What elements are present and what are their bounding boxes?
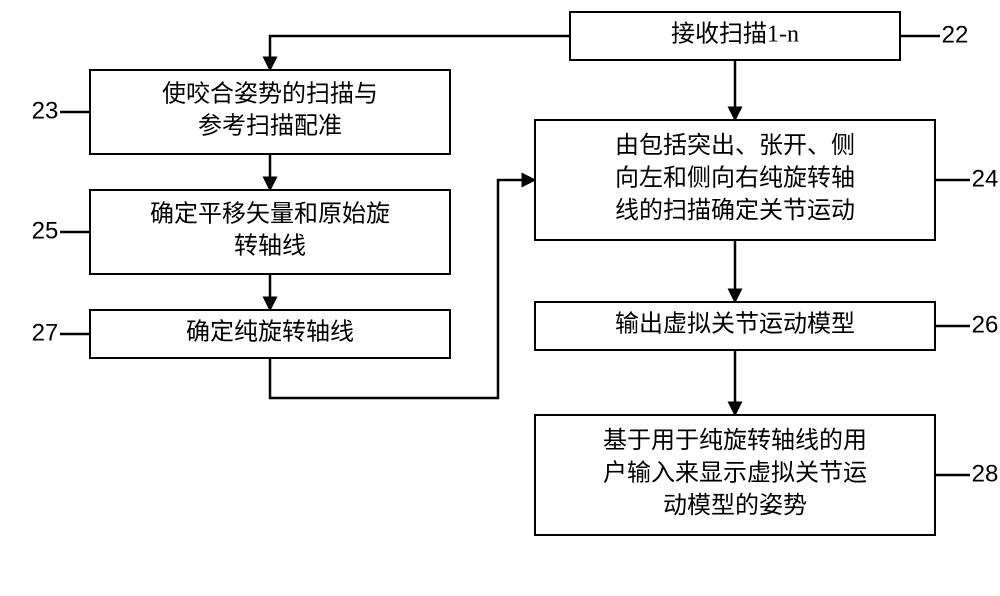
node-n23-line0: 使咬合姿势的扫描与 (162, 80, 378, 107)
node-n25-line1: 转轴线 (234, 233, 306, 260)
node-n27-line0: 确定纯旋转轴线 (186, 319, 354, 346)
node-n28-line0: 基于用于纯旋转轴线的用 (603, 427, 867, 454)
label-l22: 22 (942, 21, 969, 48)
node-n22-line0: 接收扫描1-n (671, 21, 799, 48)
node-n25-line0: 确定平移矢量和原始旋 (150, 200, 390, 227)
node-n24-line1: 向左和侧向右纯旋转轴 (615, 165, 855, 192)
label-l23: 23 (32, 97, 59, 124)
node-n28-line2: 动模型的姿势 (663, 492, 807, 519)
label-l28: 28 (972, 460, 999, 487)
node-n23-line1: 参考扫描配准 (198, 113, 342, 140)
node-n28-line1: 户输入来显示虚拟关节运 (603, 460, 867, 487)
node-n24-line2: 线的扫描确定关节运动 (615, 197, 855, 224)
label-l27: 27 (32, 319, 59, 346)
node-n24-line0: 由包括突出、张开、侧 (615, 132, 855, 159)
label-l25: 25 (32, 217, 59, 244)
label-l24: 24 (972, 165, 999, 192)
edge-n22-n23 (270, 36, 570, 70)
node-n26-line0: 输出虚拟关节运动模型 (615, 311, 855, 338)
label-l26: 26 (972, 311, 999, 338)
